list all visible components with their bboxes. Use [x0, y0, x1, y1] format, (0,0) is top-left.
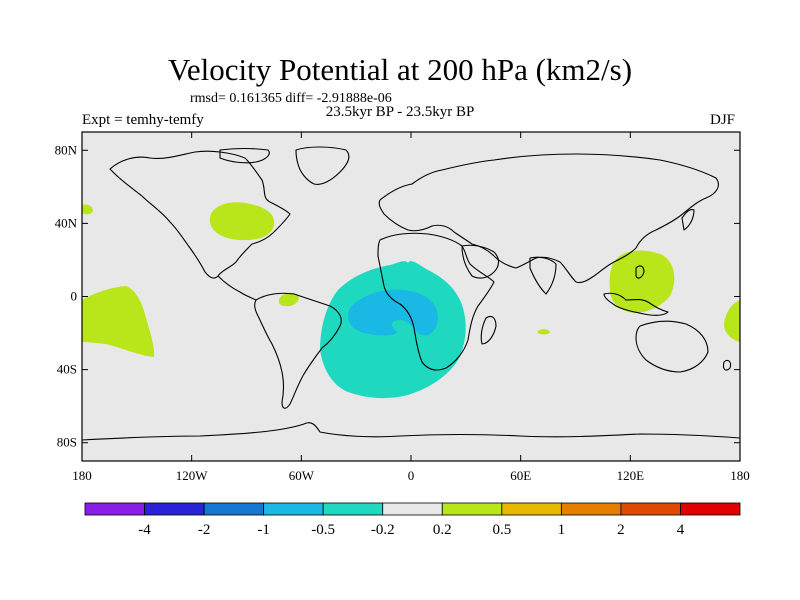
colorbar-label: -4: [138, 522, 151, 538]
coast-japan: [681, 208, 695, 231]
coast-antarctica: [82, 422, 740, 441]
anomaly-layer: [82, 202, 740, 399]
north-pacific-positive: [82, 204, 93, 215]
lon-tick-label: 120W: [176, 468, 209, 483]
lat-tick-label: 40S: [57, 362, 77, 377]
colorbar-label: 0.2: [433, 522, 452, 538]
coast-arabia: [461, 244, 500, 279]
colorbar-label: -0.5: [311, 522, 335, 538]
experiment-label: Expt = temhy-temfy: [82, 112, 204, 128]
lon-tick-label: 120E: [617, 468, 645, 483]
coast-arctic-islands: [219, 147, 270, 164]
colorbar-swatch: [263, 502, 324, 516]
coast-india: [529, 256, 557, 295]
colorbar-swatch: [680, 502, 741, 516]
longitude-axis: 180 120W 60W 0 60E 120E 180: [72, 132, 750, 483]
colorbar-label: 4: [677, 522, 685, 538]
lon-tick-label: 0: [408, 468, 415, 483]
colorbar-swatch: [322, 502, 384, 516]
lon-tick-label: 180: [72, 468, 92, 483]
colorbar-swatch: [441, 502, 503, 516]
lat-tick-label: 80S: [57, 435, 77, 450]
season-label: DJF: [710, 112, 736, 128]
south-atlantic-core-negative: [347, 289, 438, 336]
coast-south-america: [254, 292, 342, 409]
lon-tick-label: 60E: [510, 468, 531, 483]
colorbar-label: 0.5: [492, 522, 511, 538]
colorbar-label: 1: [558, 522, 566, 538]
colorbar-swatch: [84, 502, 145, 516]
rmsd-stats: rmsd= 0.161365 diff= -2.91888e-06: [190, 91, 392, 106]
coast-eurasia: [378, 153, 719, 284]
colorbar-swatch: [501, 502, 562, 516]
colorbar-swatch: [560, 502, 622, 516]
coastlines: [82, 146, 740, 441]
colorbar-label: -2: [198, 522, 211, 538]
coast-greenland: [295, 146, 350, 185]
maritime-continent-positive: [609, 250, 675, 313]
coast-maritime-continent: [603, 292, 669, 316]
period-subtitle: 23.5kyr BP - 23.5kyr BP: [325, 104, 475, 120]
page-title: Velocity Potential at 200 hPa (km2/s): [167, 52, 633, 87]
lat-tick-label: 0: [71, 289, 78, 304]
south-america-positive: [278, 292, 299, 307]
coast-madagascar: [480, 315, 497, 345]
indian-ocean-positive: [538, 329, 550, 335]
colorbar-swatch: [203, 502, 265, 516]
coast-africa: [377, 232, 495, 371]
colorbar-label: 2: [617, 522, 625, 538]
lon-tick-label: 180: [730, 468, 750, 483]
east-pacific-positive: [82, 286, 155, 357]
latitude-axis: 80N 40N 0 40S 80S: [55, 142, 740, 450]
colorbar-swatch: [620, 502, 681, 516]
colorbar-swatch: [382, 502, 443, 516]
lon-tick-label: 60W: [289, 468, 315, 483]
coast-central-america: [217, 275, 257, 301]
north-america-positive: [209, 202, 275, 241]
colorbar-swatch: [144, 502, 205, 516]
colorbar-label: -1: [257, 522, 270, 538]
colorbar: -4 -2 -1 -0.5 -0.2 0.2 0.5 1 2 4: [84, 502, 741, 538]
coast-australia: [635, 320, 709, 373]
lat-tick-label: 80N: [55, 142, 78, 157]
southwest-pacific-positive: [724, 300, 740, 342]
coast-new-zealand: [722, 359, 732, 371]
coast-philippines: [635, 265, 645, 279]
lat-tick-label: 40N: [55, 215, 78, 230]
colorbar-label: -0.2: [371, 522, 395, 538]
